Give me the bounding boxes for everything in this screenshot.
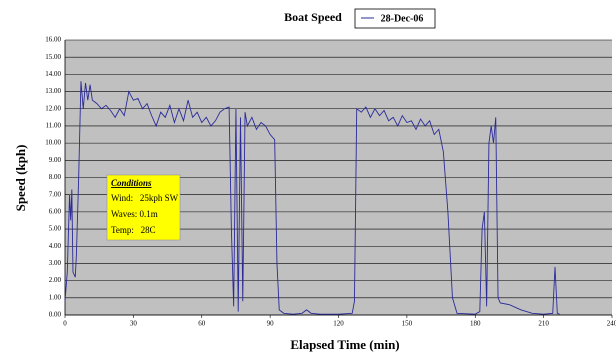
x-tick-label: 150 <box>402 320 413 328</box>
chart-title: Boat Speed <box>284 10 342 24</box>
y-tick-label: 0.00 <box>49 311 62 319</box>
y-tick-label: 9.00 <box>49 156 62 164</box>
y-tick-label: 12.00 <box>45 104 61 112</box>
y-axis-label: Speed (kph) <box>13 145 28 212</box>
annotation-title: Conditions <box>111 178 152 188</box>
y-tick-label: 3.00 <box>49 259 62 267</box>
x-tick-label: 180 <box>470 320 481 328</box>
annotation-line: Wind: 25kph SW <box>111 193 179 203</box>
y-tick-label: 13.00 <box>45 87 61 95</box>
x-tick-label: 30 <box>130 320 138 328</box>
y-tick-label: 16.00 <box>45 36 61 44</box>
y-tick-label: 14.00 <box>45 70 61 78</box>
y-tick-label: 1.00 <box>49 293 62 301</box>
legend-label: 28-Dec-06 <box>381 13 424 24</box>
y-tick-label: 8.00 <box>49 173 62 181</box>
x-tick-label: 210 <box>538 320 549 328</box>
y-tick-label: 10.00 <box>45 139 61 147</box>
y-tick-label: 7.00 <box>49 190 62 198</box>
x-tick-label: 90 <box>267 320 275 328</box>
x-tick-label: 0 <box>63 320 67 328</box>
y-tick-label: 15.00 <box>45 53 61 61</box>
annotation-line: Waves: 0.1m <box>111 209 158 219</box>
y-tick-label: 6.00 <box>49 207 62 215</box>
x-tick-label: 240 <box>607 320 616 328</box>
legend-box <box>354 8 436 29</box>
annotation-box <box>106 174 181 241</box>
x-tick-label: 60 <box>198 320 206 328</box>
data-line <box>64 81 560 315</box>
annotation-line: Temp: 28C <box>111 225 156 235</box>
y-tick-label: 11.00 <box>46 122 62 130</box>
y-tick-label: 2.00 <box>49 276 62 284</box>
y-tick-label: 5.00 <box>49 225 62 233</box>
x-axis-label: Elapsed Time (min) <box>290 337 399 352</box>
x-tick-label: 120 <box>333 320 344 328</box>
y-tick-label: 4.00 <box>49 242 62 250</box>
